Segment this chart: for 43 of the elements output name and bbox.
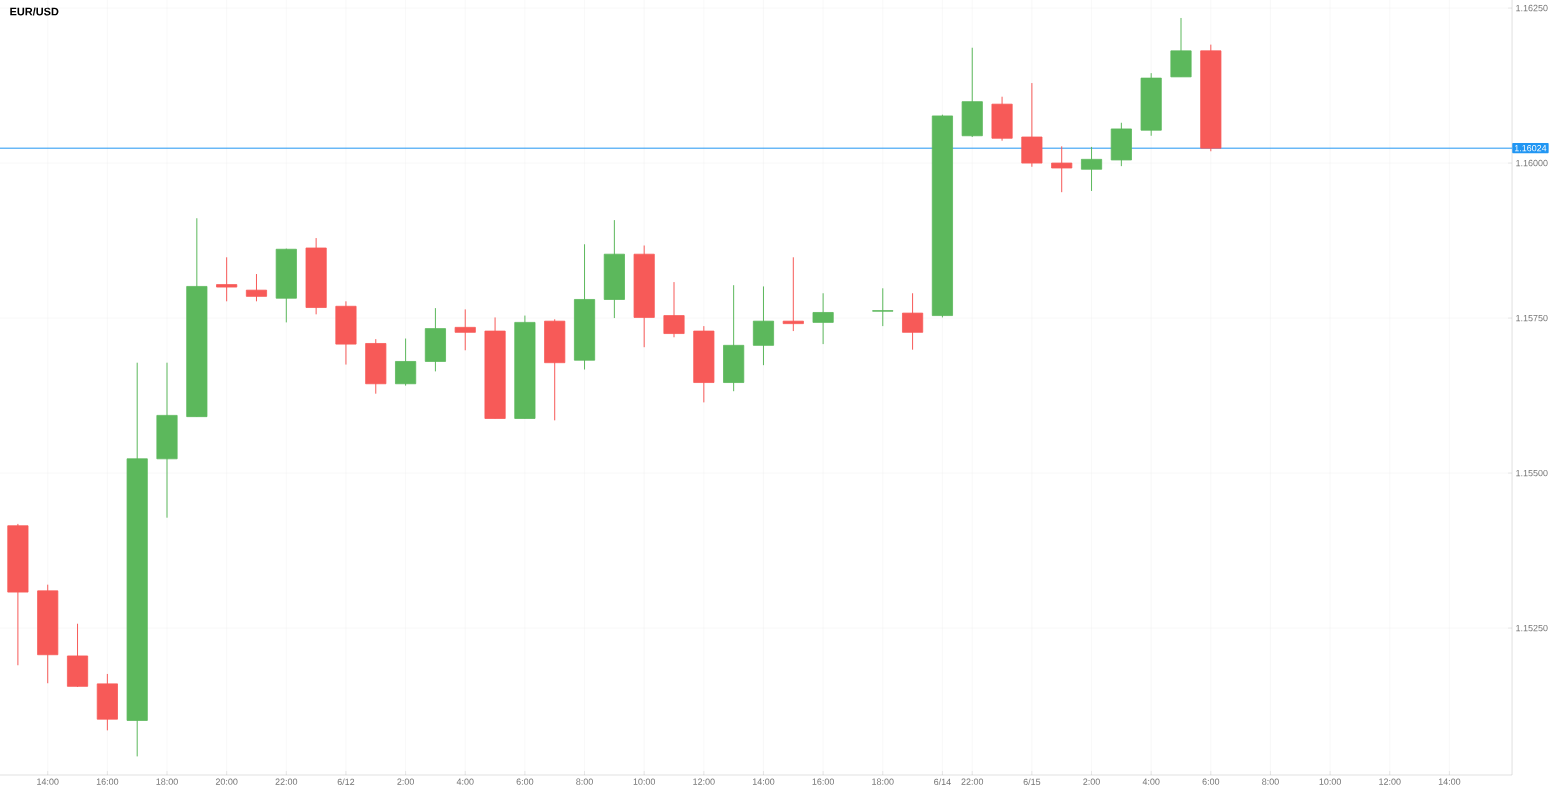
candlestick [245,273,268,302]
x-tick-label: 18:00 [156,778,178,785]
x-tick-label: 12:00 [693,778,715,785]
x-tick-label: 14:00 [1438,778,1461,785]
x-tick-label: 6/12 [337,778,355,786]
x-tick-label: 14:00 [752,778,775,785]
x-tick-label: 2:00 [397,778,414,785]
x-tick-label: 4:00 [1142,778,1160,785]
x-tick-label: 18:00 [872,778,894,785]
x-tick-label: 22:00 [961,778,984,785]
x-tick-label: 6:00 [1202,778,1220,785]
x-tick-label: 14:00 [37,778,59,785]
x-tick-label: 10:00 [633,778,656,785]
x-tick-label: 6:00 [516,778,534,785]
x-tick-label: 16:00 [812,778,834,785]
y-tick-label: 1.15250 [1516,624,1548,632]
candlestick [663,281,685,338]
candlestick [395,338,417,387]
x-tick-label: 2:00 [1083,778,1100,785]
x-tick-label: 8:00 [576,778,593,785]
y-tick-label: 1.15500 [1516,469,1548,477]
y-tick-label: 1.16250 [1516,4,1548,12]
ref-line-label: 1.16024 [1514,144,1547,152]
candlestick [1051,145,1073,193]
y-tick-label: 1.16000 [1516,159,1548,167]
x-tick-label: 10:00 [1319,778,1341,785]
candlestick [1080,146,1103,192]
x-tick-label: 16:00 [96,778,119,785]
candlestick [872,287,894,327]
candlestick [812,292,834,345]
x-tick-label: 4:00 [456,778,474,785]
x-tick-label: 12:00 [1379,778,1401,785]
x-tick-label: 8:00 [1262,778,1279,785]
y-tick-label: 1.15750 [1516,314,1548,322]
x-tick-label: 6/14 [934,778,951,786]
candlestick [902,292,924,351]
candlestick [782,256,804,332]
candlestick [454,308,476,351]
x-tick-label: 22:00 [275,778,298,785]
candlestick [216,256,238,302]
x-tick-label: 20:00 [215,778,238,785]
x-tick-label: 6/15 [1023,778,1041,786]
text: EUR/USD [10,7,59,16]
